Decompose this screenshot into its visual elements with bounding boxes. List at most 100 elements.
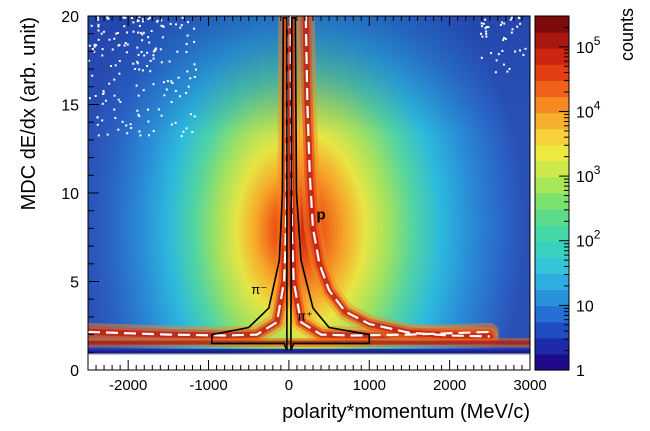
speckle (106, 16, 109, 18)
colorbar-label: counts (617, 8, 637, 61)
speckle (143, 54, 146, 57)
speckle (104, 99, 107, 102)
speckle (90, 24, 93, 27)
y-tick-label: 0 (70, 363, 79, 380)
speckle (519, 49, 521, 52)
speckle (510, 31, 513, 34)
speckle (484, 27, 487, 30)
colorbar-segment (535, 289, 569, 307)
speckle (141, 33, 144, 36)
speckle (152, 54, 155, 57)
speckle (149, 59, 152, 62)
colorbar-tick-label: 102 (576, 228, 601, 251)
speckle (119, 100, 122, 103)
speckle (495, 59, 498, 62)
speckle (106, 17, 109, 20)
speckle (171, 82, 174, 85)
speckle (139, 31, 142, 34)
speckle (157, 108, 160, 111)
low-edge-dark (88, 351, 530, 355)
speckle (516, 25, 519, 28)
colorbar-tick-label: 1 (576, 363, 585, 380)
y-axis-label: MDC dE/dx (arb. unit) (18, 17, 40, 210)
speckle (169, 23, 172, 25)
speckle (102, 92, 105, 95)
speckle (165, 88, 168, 91)
speckle (141, 69, 144, 72)
speckle (480, 22, 483, 25)
speckle (147, 17, 150, 20)
speckle (123, 44, 126, 47)
speckle (126, 31, 128, 34)
speckle (161, 36, 164, 39)
speckle (88, 59, 90, 62)
curve-proton (304, 16, 490, 338)
speckle (147, 36, 150, 39)
x-tick-label: -1000 (189, 377, 227, 394)
speckle (514, 50, 517, 53)
speckle (136, 46, 139, 49)
speckle (189, 77, 192, 80)
speckle (96, 123, 99, 126)
speckle (174, 90, 177, 92)
speckle (177, 76, 180, 79)
speckle (162, 81, 165, 84)
speckle (185, 51, 188, 54)
speckle (152, 50, 155, 53)
speckle (91, 48, 94, 50)
colorbar-segment (535, 16, 569, 33)
speckle (108, 38, 111, 41)
speckle (186, 34, 189, 37)
x-tick-label: 2000 (433, 377, 466, 394)
colorbar-segment (535, 337, 569, 355)
speckle (108, 82, 111, 85)
speckle (142, 89, 145, 92)
speckle (149, 70, 152, 73)
speckle (117, 128, 120, 131)
speckle (170, 123, 173, 126)
colorbar-segment (535, 128, 569, 146)
colorbar-segment (535, 273, 569, 291)
speckle (139, 134, 142, 137)
speckle (150, 30, 153, 32)
speckle (101, 102, 104, 105)
speckle (111, 48, 114, 51)
speckle (187, 85, 190, 88)
colorbar-segment (535, 96, 569, 114)
speckle (190, 113, 192, 116)
speckle (132, 21, 135, 24)
speckle (113, 94, 116, 97)
speckle (156, 20, 159, 23)
speckle (132, 30, 135, 33)
colorbar-segment (535, 193, 569, 210)
colorbar-segment (535, 321, 569, 339)
speckle (97, 38, 100, 41)
speckle (485, 30, 488, 33)
speckle (182, 130, 185, 133)
speckle (142, 20, 144, 23)
speckle (185, 92, 188, 94)
speckle (114, 117, 117, 119)
speckle (97, 29, 100, 32)
speckle (480, 56, 483, 59)
speckle (511, 28, 514, 31)
speckle (141, 39, 144, 42)
colorbar-segment (535, 48, 569, 65)
speckle (484, 18, 487, 21)
speckle (136, 62, 139, 65)
speckle (93, 45, 96, 48)
speckle (113, 78, 116, 81)
colorbar-segment (535, 209, 569, 226)
speckle (130, 127, 133, 129)
speckle (114, 64, 117, 67)
speckle (503, 22, 506, 25)
colorbar-tick-label: 104 (576, 98, 601, 121)
speckle (193, 76, 196, 78)
speckle (497, 53, 500, 56)
speckle (138, 16, 141, 18)
colorbar-frame (534, 15, 570, 371)
speckle (163, 94, 166, 97)
speckle (137, 113, 140, 116)
y-tick-label: 20 (61, 9, 79, 26)
speckle (142, 17, 145, 20)
